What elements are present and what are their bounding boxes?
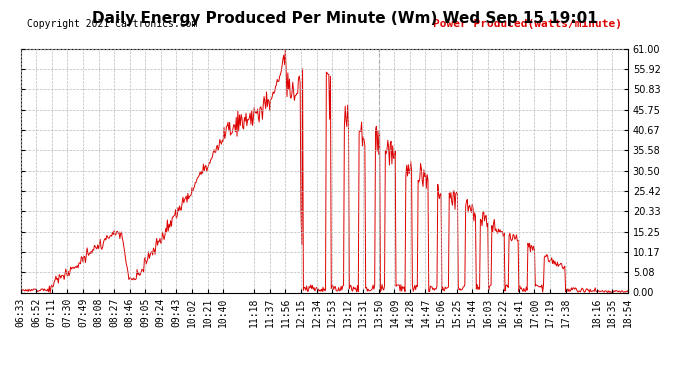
Text: Copyright 2021 Cartronics.com: Copyright 2021 Cartronics.com [27, 19, 197, 29]
Text: Daily Energy Produced Per Minute (Wm) Wed Sep 15 19:01: Daily Energy Produced Per Minute (Wm) We… [92, 11, 598, 26]
Text: Power Produced(watts/minute): Power Produced(watts/minute) [433, 19, 622, 29]
